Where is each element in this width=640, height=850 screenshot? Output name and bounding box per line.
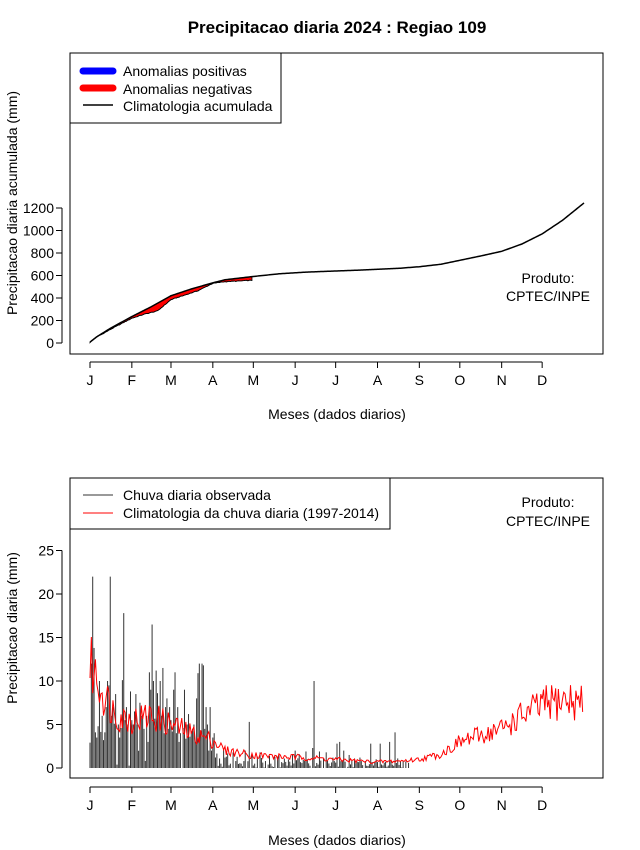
y-tick-label: 800: [31, 245, 55, 261]
y-tick-label: 25: [38, 543, 54, 559]
y-tick-label: 15: [38, 630, 54, 646]
x-tick-label: J: [332, 797, 339, 813]
negative-anomaly-area: [89, 276, 253, 344]
accumulated-x-axis-label: Meses (dados diarios): [268, 406, 406, 422]
x-tick-label: J: [332, 372, 339, 388]
x-tick-label: S: [415, 372, 424, 388]
x-tick-label: J: [87, 797, 94, 813]
y-tick-label: 5: [46, 717, 54, 733]
legend-label-positive: Anomalias positivas: [123, 63, 247, 79]
x-tick-label: F: [128, 797, 137, 813]
climatology-daily-line: [89, 637, 584, 765]
x-tick-label: M: [165, 372, 177, 388]
observed-accumulated-line: [89, 279, 253, 343]
x-tick-label: D: [537, 797, 547, 813]
climatology-accumulated-line: [89, 202, 585, 343]
accumulated-y-axis-label: Precipitacao diaria acumulada (mm): [4, 91, 20, 315]
x-tick-label: M: [247, 372, 259, 388]
x-tick-label: S: [415, 797, 424, 813]
daily-y-axis-label: Precipitacao diaria (mm): [4, 552, 20, 704]
y-tick-label: 0: [46, 760, 54, 776]
daily-x-axis-label: Meses (dados diarios): [268, 832, 406, 848]
daily-legend-box: [69, 477, 391, 530]
accumulated-y-axis: 0 200 400 600 800 1000 1200: [23, 200, 63, 351]
x-tick-label: A: [373, 372, 383, 388]
x-tick-label: A: [208, 797, 218, 813]
x-tick-label: D: [537, 372, 547, 388]
accumulated-product-source: CPTEC/INPE: [506, 288, 590, 304]
x-tick-label: O: [454, 797, 465, 813]
x-tick-label: O: [454, 372, 465, 388]
accumulated-plot-frame: [69, 52, 604, 355]
y-tick-label: 600: [31, 268, 55, 284]
y-tick-label: 20: [38, 586, 54, 602]
daily-legend: Chuva diaria observada Climatologia da c…: [69, 477, 391, 530]
x-tick-label: J: [292, 372, 299, 388]
x-tick-label: A: [373, 797, 383, 813]
y-tick-label: 200: [31, 313, 55, 329]
accumulated-plot-area: [89, 202, 585, 344]
x-tick-label: F: [128, 372, 137, 388]
y-tick-label: 0: [46, 335, 54, 351]
accumulated-panel: 0 200 400 600 800 1000 1200 J F M A M J J A S O N D Meses…: [4, 52, 604, 422]
daily-plot-area: [89, 576, 584, 768]
legend-label-negative: Anomalias negativas: [123, 81, 252, 97]
y-tick-label: 10: [38, 673, 54, 689]
chart-title: Precipitacao diaria 2024 : Regiao 109: [188, 18, 487, 37]
y-tick-label: 1200: [23, 200, 54, 216]
accumulated-product-label: Produto:: [522, 270, 575, 286]
x-tick-label: N: [497, 797, 507, 813]
y-tick-label: 400: [31, 290, 55, 306]
x-tick-label: J: [87, 372, 94, 388]
x-tick-label: M: [247, 797, 259, 813]
x-tick-label: A: [208, 372, 218, 388]
daily-panel: 0 5 10 15 20 25 J F M A M J J A S O N D Meses (dados dia…: [4, 477, 604, 848]
x-tick-label: M: [165, 797, 177, 813]
y-tick-label: 1000: [23, 223, 54, 239]
legend-label-climatology: Climatologia acumulada: [123, 98, 273, 114]
legend-label-observed: Chuva diaria observada: [123, 487, 271, 503]
x-tick-label: J: [292, 797, 299, 813]
x-tick-label: N: [497, 372, 507, 388]
daily-product-source: CPTEC/INPE: [506, 513, 590, 529]
accumulated-legend: Anomalias positivas Anomalias negativas …: [69, 52, 282, 124]
legend-label-clim-daily: Climatologia da chuva diaria (1997-2014): [123, 505, 379, 521]
daily-y-axis: 0 5 10 15 20 25: [38, 543, 63, 776]
daily-product-label: Produto:: [522, 494, 575, 510]
